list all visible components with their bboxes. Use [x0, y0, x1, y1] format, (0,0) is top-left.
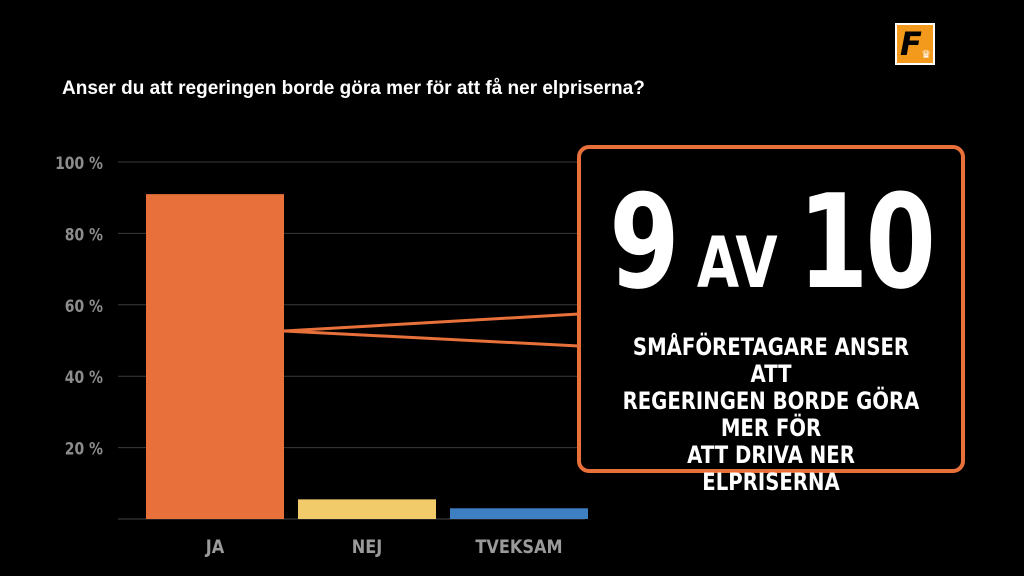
brand-logo: F ♛: [895, 23, 935, 65]
callout-line: SMÅFÖRETAGARE ANSER ATT: [632, 333, 910, 388]
bar-tveksam: [450, 508, 588, 519]
callout-headline: 9 AV 10: [609, 177, 936, 307]
y-tick-label: 100 %: [55, 154, 103, 174]
callout-pointer-lower: [283, 329, 580, 348]
callout-box: 9 AV 10 SMÅFÖRETAGARE ANSER ATT REGERING…: [577, 145, 965, 496]
crown-icon: ♛: [921, 49, 931, 61]
y-tick-label: 80 %: [65, 225, 104, 245]
logo-letter: F: [900, 25, 922, 63]
x-tick-label: JA: [205, 537, 225, 559]
bar-ja: [146, 194, 284, 519]
y-tick-label: 60 %: [65, 296, 104, 316]
callout-line: REGERINGEN BORDE GÖRA MER FÖR: [622, 387, 920, 442]
callout-description: SMÅFÖRETAGARE ANSER ATT REGERINGEN BORDE…: [615, 334, 927, 496]
x-tick-label: NEJ: [352, 537, 383, 559]
callout-number-left: 9: [609, 166, 680, 318]
callout-connector: AV: [696, 222, 778, 304]
callout-line: ATT DRIVA NER ELPRISERNA: [687, 441, 855, 496]
x-tick-label: TVEKSAM: [475, 537, 562, 559]
chart-title: Anser du att regeringen borde göra mer f…: [62, 78, 645, 99]
callout-pointer-upper: [283, 312, 580, 333]
callout-number-right: 10: [797, 166, 936, 318]
y-tick-label: 40 %: [65, 368, 104, 388]
y-tick-label: 20 %: [65, 439, 104, 459]
bar-nej: [298, 499, 436, 519]
